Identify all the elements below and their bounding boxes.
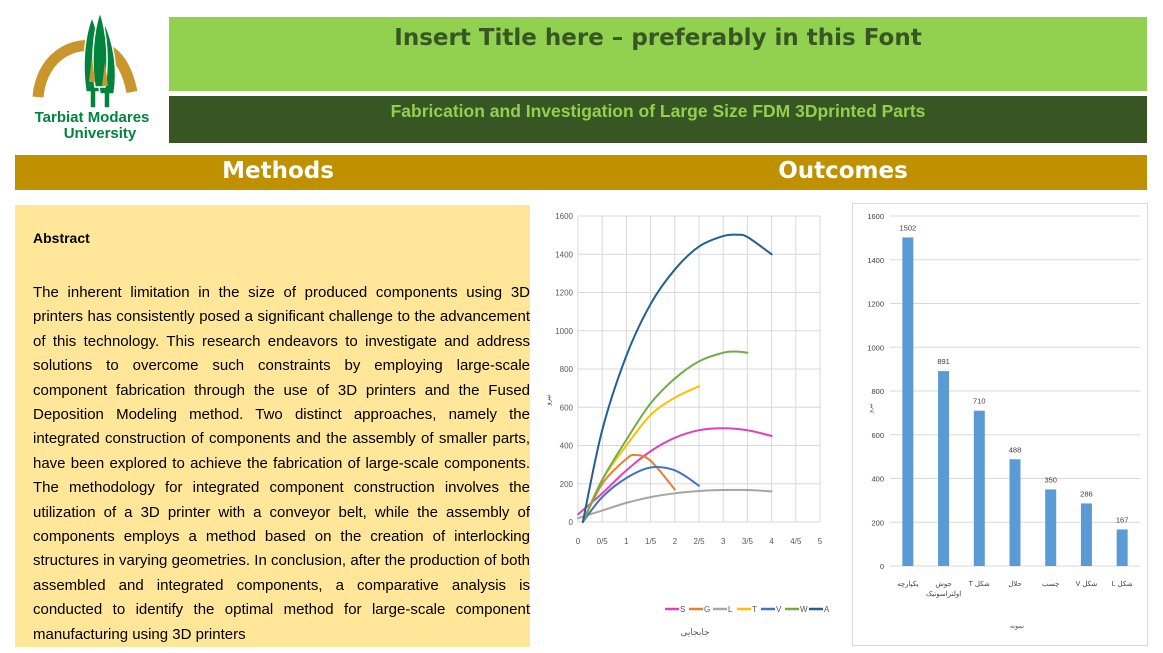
line-chart: 0 200 400 600 800 1000 1200 1400 1600 0 0/5 1 1/5 2 2/… bbox=[545, 212, 830, 637]
x-category-label: چسب bbox=[1042, 581, 1059, 588]
y-tick-label: 800 bbox=[560, 365, 574, 374]
y-tick-label: 800 bbox=[871, 387, 884, 396]
y-tick-label: 600 bbox=[560, 403, 574, 412]
x-category-label-line: جوش bbox=[935, 581, 952, 588]
y-tick-label: 400 bbox=[560, 442, 574, 451]
x-category-label: شکل L bbox=[1112, 580, 1133, 588]
x-tick-label: 4 bbox=[769, 537, 774, 546]
y-axis-label: نیرو bbox=[868, 403, 874, 414]
series-line-L bbox=[577, 488, 773, 520]
logo-emblem: Tarbiat Modares University bbox=[32, 9, 150, 142]
bar-data-label: 286 bbox=[1080, 489, 1093, 498]
x-tick-label: 4/5 bbox=[790, 537, 802, 546]
x-category-label-line: اولتراسونیک bbox=[926, 590, 961, 598]
x-category-label: شکل V bbox=[1076, 580, 1098, 588]
y-tick-label: 1000 bbox=[555, 327, 573, 336]
series-line-A bbox=[581, 233, 773, 523]
y-tick-label: 1000 bbox=[867, 343, 884, 352]
bar-data-label: 891 bbox=[937, 357, 950, 366]
bar-2 bbox=[973, 410, 985, 566]
y-tick-label: 200 bbox=[560, 480, 574, 489]
series-line-W bbox=[581, 350, 749, 523]
poster-subtitle: Fabrication and Investigation of Large S… bbox=[390, 101, 926, 121]
series-line-G bbox=[581, 453, 676, 523]
x-tick-label: 2/5 bbox=[693, 537, 705, 546]
y-tick-label: 1200 bbox=[867, 300, 884, 309]
bar-data-label: 167 bbox=[1116, 515, 1129, 524]
series-line-T bbox=[581, 385, 700, 523]
bar-data-label: 488 bbox=[1009, 445, 1022, 454]
outcomes-heading: Outcomes bbox=[778, 158, 908, 184]
bar-chart-frame bbox=[852, 203, 1148, 646]
series-line-S bbox=[577, 427, 773, 516]
y-axis-label: نیرو bbox=[545, 394, 552, 406]
bar-data-label: 1502 bbox=[900, 223, 917, 232]
x-tick-label: 5 bbox=[818, 537, 823, 546]
bar-0 bbox=[902, 237, 914, 566]
x-category-label: شکل T bbox=[969, 580, 990, 588]
bar-1 bbox=[938, 371, 950, 566]
legend-label-G: G bbox=[704, 605, 710, 614]
legend-label-V: V bbox=[776, 605, 782, 614]
x-axis-label: جابجایی bbox=[680, 627, 709, 637]
y-tick-label: 1200 bbox=[555, 289, 573, 298]
legend-label-T: T bbox=[752, 605, 757, 614]
legend-label-W: W bbox=[800, 605, 808, 614]
x-axis-label: نمونه bbox=[1010, 623, 1024, 630]
abstract-body: The inherent limitation in the size of p… bbox=[33, 284, 530, 643]
y-tick-label: 1600 bbox=[867, 212, 884, 221]
x-tick-label: 0 bbox=[576, 537, 581, 546]
x-tick-label: 0/5 bbox=[597, 537, 609, 546]
y-tick-label: 200 bbox=[871, 518, 884, 527]
x-category-label: جوش اولتراسونیک bbox=[926, 581, 961, 598]
bar-data-label: 710 bbox=[973, 397, 986, 406]
university-logo: Tarbiat Modares University bbox=[20, 9, 165, 142]
x-category-label: یکپارچه bbox=[897, 580, 919, 588]
y-tick-label: 400 bbox=[871, 475, 884, 484]
bar-6 bbox=[1116, 529, 1128, 566]
x-category-label: حلال bbox=[1008, 580, 1022, 588]
abstract-heading: Abstract bbox=[33, 230, 90, 246]
title-banner: Insert Title here – preferably in this F… bbox=[169, 17, 1147, 91]
bar-chart: 0 200 400 600 800 1000 1200 1400 1600 نیرو 1502 یکپ… bbox=[867, 212, 1140, 630]
bar-data-label: 350 bbox=[1044, 475, 1057, 484]
logo-text-line1: Tarbiat Modares bbox=[35, 109, 150, 126]
legend-label-L: L bbox=[728, 605, 733, 614]
bar-4 bbox=[1045, 489, 1057, 566]
methods-heading: Methods bbox=[222, 158, 334, 184]
x-tick-label: 1/5 bbox=[645, 537, 657, 546]
y-tick-label: 1400 bbox=[867, 256, 884, 265]
y-tick-label: 1600 bbox=[555, 212, 573, 221]
x-tick-label: 1 bbox=[624, 537, 629, 546]
bar-5 bbox=[1080, 503, 1092, 566]
y-tick-label: 1400 bbox=[555, 250, 573, 259]
y-tick-label: 0 bbox=[880, 562, 884, 571]
bar-3 bbox=[1009, 459, 1021, 566]
logo-text-line2: University bbox=[64, 125, 137, 142]
abstract-panel: Abstract The inherent limitation in the … bbox=[15, 205, 530, 647]
legend-label-S: S bbox=[680, 605, 685, 614]
x-tick-label: 3 bbox=[721, 537, 726, 546]
section-header-bar: Methods Outcomes bbox=[15, 155, 1147, 190]
y-tick-label: 600 bbox=[871, 431, 884, 440]
series-line-V bbox=[581, 465, 700, 523]
x-tick-label: 3/5 bbox=[742, 537, 754, 546]
poster-title: Insert Title here – preferably in this F… bbox=[394, 25, 922, 51]
subtitle-banner: Fabrication and Investigation of Large S… bbox=[169, 96, 1147, 143]
legend-label-A: A bbox=[824, 605, 830, 614]
x-tick-label: 2 bbox=[673, 537, 678, 546]
y-tick-label: 0 bbox=[569, 518, 574, 527]
